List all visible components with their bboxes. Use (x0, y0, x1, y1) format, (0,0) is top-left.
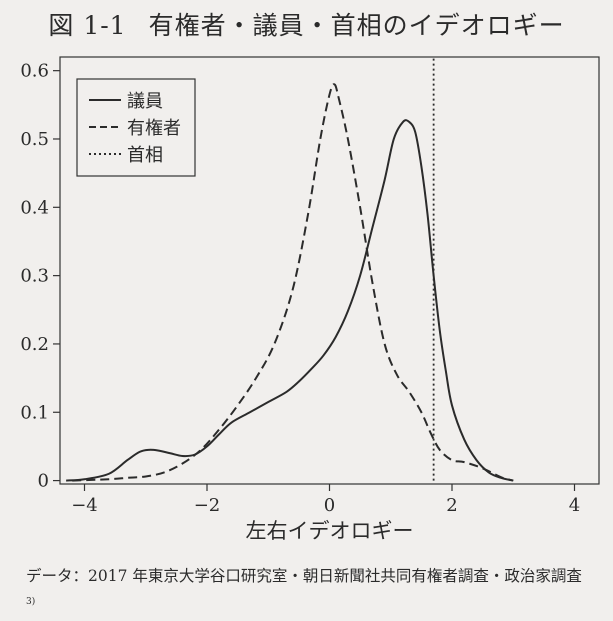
y-tick-label: 0.1 (20, 402, 49, 423)
x-tick-label: 2 (446, 495, 457, 516)
figure-title: 図 1-1 有権者・議員・首相のイデオロギー (0, 6, 613, 46)
y-tick-label: 0.6 (20, 61, 49, 82)
x-tick-label: 0 (324, 495, 335, 516)
legend-label: 首相 (127, 145, 163, 166)
y-tick-label: 0 (38, 471, 49, 492)
figure-number: 図 1-1 (48, 11, 127, 40)
legend-label: 有権者 (127, 118, 181, 139)
legend-box (76, 78, 196, 177)
figure-title-text: 有権者・議員・首相のイデオロギー (148, 11, 565, 40)
x-axis-label: 左右イデオロギー (246, 519, 414, 543)
x-tick-label: −4 (71, 495, 98, 516)
ideology-density-chart: −4 −2 0 2 4 0 0.1 0.2 0.3 0.4 0.5 0.6 左右イデオロギー 議員有権者首… (20, 56, 600, 543)
series-line-議員 (66, 119, 514, 482)
source-note: データ：2017 年東京大学谷口研究室・朝日新聞社共同有権者調査・政治家調査 3) (26, 563, 586, 618)
series-line-有権者 (72, 83, 514, 482)
source-note-text: データ：2017 年東京大学谷口研究室・朝日新聞社共同有権者調査・政治家調査 (26, 567, 582, 585)
y-tick-label: 0.5 (20, 129, 49, 150)
y-tick-label: 0.2 (20, 334, 49, 355)
y-tick-label: 0.4 (20, 197, 49, 218)
y-tick-label: 0.3 (20, 266, 49, 287)
x-tick-label: 4 (569, 495, 580, 516)
source-note-superscript: 3) (26, 597, 36, 607)
x-tick-label: −2 (194, 495, 221, 516)
legend-label: 議員 (127, 91, 163, 112)
